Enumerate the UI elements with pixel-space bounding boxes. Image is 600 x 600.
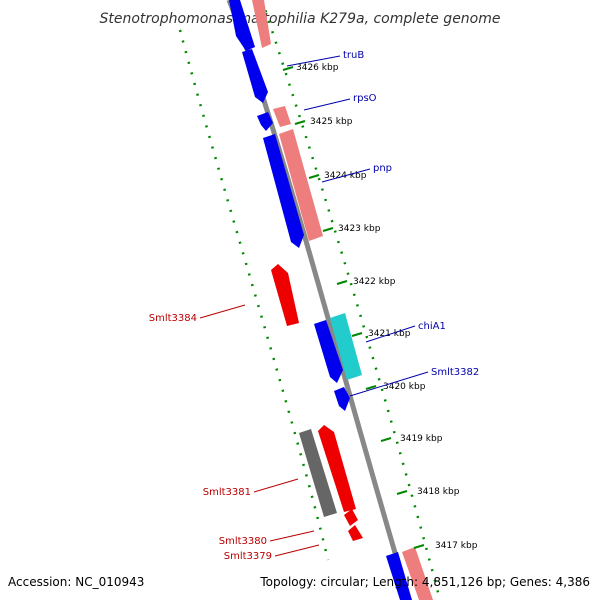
outer-dotted-ring	[260, 0, 442, 600]
gene-label-smlt3380[interactable]: Smlt3380	[219, 536, 267, 547]
gene-label-chia1[interactable]: chiA1	[418, 321, 446, 332]
label-leader	[365, 325, 416, 343]
gene-feature[interactable]	[242, 49, 268, 103]
gene-feature[interactable]	[273, 106, 291, 127]
gene-feature[interactable]	[318, 425, 356, 512]
gene-feature[interactable]	[344, 509, 358, 526]
gene-feature[interactable]	[271, 264, 299, 326]
gene-feature[interactable]	[263, 134, 304, 248]
forward-rna-features	[252, 0, 433, 600]
gene-feature[interactable]	[279, 129, 323, 241]
tick-marks: 3426 kbp 3425 kbp 3424 kbp 3423 kbp 3422…	[282, 63, 478, 551]
tick-mark	[322, 227, 334, 232]
chia1-feature[interactable]	[330, 313, 362, 380]
tick-mark	[396, 490, 408, 495]
gene-feature[interactable]	[257, 112, 273, 131]
gene-label-pnp[interactable]: pnp	[373, 163, 392, 174]
tick-mark	[380, 437, 392, 442]
gene-feature[interactable]	[229, 0, 255, 51]
tick-label: 3420 kbp	[383, 382, 426, 392]
label-leader	[199, 304, 246, 319]
tick-label: 3425 kbp	[310, 117, 353, 127]
gene-label-trub[interactable]: truB	[343, 50, 364, 61]
gene-feature[interactable]	[314, 320, 343, 383]
tick-mark	[336, 280, 348, 285]
tick-mark	[294, 120, 306, 125]
forward-cds-features	[229, 0, 412, 600]
genome-summary-text: Topology: circular; Length: 4,851,126 bp…	[260, 575, 590, 589]
tick-mark	[365, 385, 377, 390]
gene-label-rpso[interactable]: rpsO	[353, 93, 377, 104]
tick-label: 3422 kbp	[353, 277, 396, 287]
gene-feature[interactable]	[334, 387, 350, 411]
gene-feature[interactable]	[386, 552, 412, 600]
tick-mark	[282, 66, 294, 71]
tick-label: 3417 kbp	[435, 541, 478, 551]
label-leader	[274, 544, 320, 557]
gene-label-smlt3381-text[interactable]: Smlt3381	[203, 487, 251, 498]
gene-feature[interactable]	[348, 525, 363, 541]
map-title: Stenotrophomonas maltophilia K279a, comp…	[100, 11, 501, 27]
gene-label-smlt3384[interactable]: Smlt3384	[149, 313, 197, 324]
label-leader	[303, 98, 351, 111]
tick-label: 3423 kbp	[338, 224, 381, 234]
gene-label-smlt3382[interactable]: Smlt3382	[431, 367, 479, 378]
forward-gene-labels: truB rpsO pnp chiA1 Smlt3382	[286, 50, 479, 397]
gene-label-smlt3379[interactable]: Smlt3379	[224, 551, 272, 562]
accession-text: Accession: NC_010943	[8, 575, 145, 589]
label-leader	[253, 478, 299, 493]
label-leader	[286, 55, 341, 67]
label-leader	[269, 530, 315, 542]
gene-feature[interactable]	[252, 0, 271, 48]
label-leader	[321, 168, 371, 183]
tick-label: 3418 kbp	[417, 487, 460, 497]
tick-mark	[413, 544, 425, 549]
gene-feature[interactable]	[299, 429, 337, 517]
reverse-gene-labels: Smlt3384 Smlt3381 Smlt3380 Smlt3379	[149, 304, 320, 562]
reverse-features	[271, 264, 363, 541]
inner-dotted-ring	[178, 29, 330, 561]
label-leader	[349, 371, 429, 397]
tick-label: 3419 kbp	[400, 434, 443, 444]
tick-label: 3426 kbp	[296, 63, 339, 73]
tick-mark	[308, 174, 320, 179]
tick-mark	[351, 332, 363, 337]
gene-feature[interactable]	[402, 547, 433, 600]
